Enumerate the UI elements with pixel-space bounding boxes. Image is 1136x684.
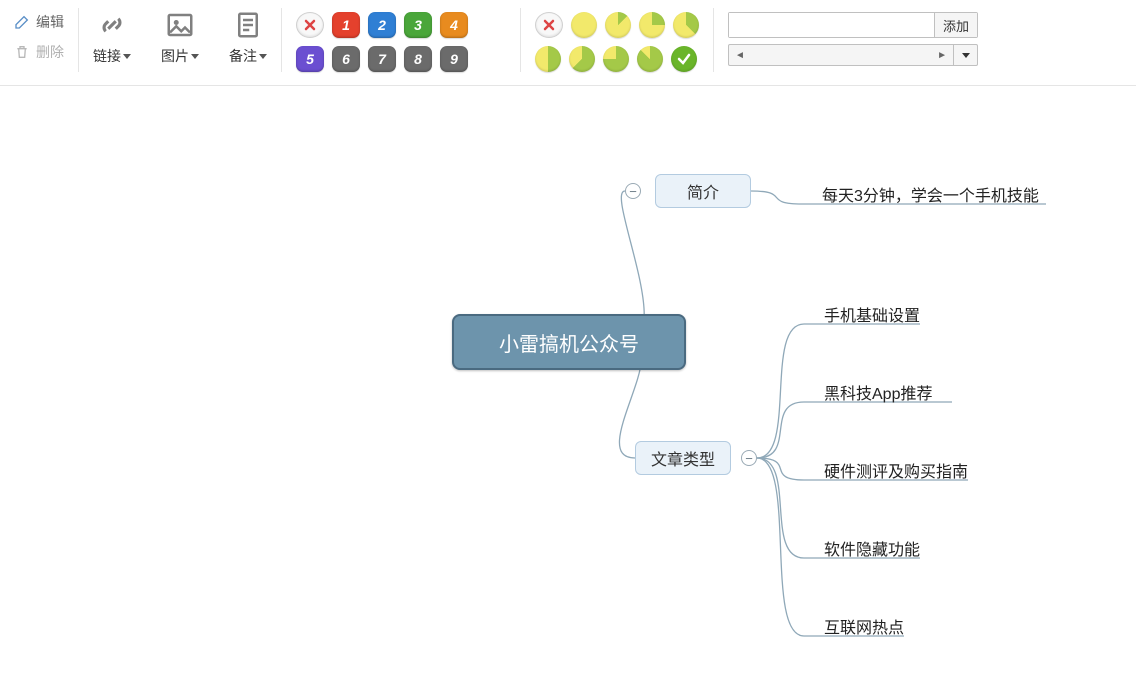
separator [281,8,282,72]
separator [78,8,79,72]
priority-6[interactable]: 6 [332,46,360,72]
progress-clear[interactable] [535,12,563,38]
leaf-node[interactable]: 软件隐藏功能 [824,536,920,560]
scroll-right-icon[interactable]: ► [937,50,947,61]
tag-add-button[interactable]: 添加 [934,13,977,37]
edit-button[interactable]: 编辑 [14,12,64,32]
tag-group: 添加 ◄ ► [728,12,978,66]
priority-3[interactable]: 3 [404,12,432,38]
chain-icon [97,10,127,40]
caret-icon [123,54,131,59]
topic-label: 文章类型 [651,446,715,470]
note-button[interactable]: 备注 [229,10,267,66]
tag-scroll[interactable]: ◄ ► [729,45,953,65]
tag-dropdown[interactable] [953,45,977,65]
separator [713,8,714,72]
leaf-node[interactable]: 手机基础设置 [824,302,920,326]
scroll-left-icon[interactable]: ◄ [735,50,745,61]
delete-button[interactable]: 删除 [14,42,64,62]
edit-delete-group: 编辑 删除 [14,12,64,62]
check-icon [677,52,691,66]
priority-7[interactable]: 7 [368,46,396,72]
x-icon [304,19,316,31]
topic-articles[interactable]: 文章类型 [635,441,731,475]
image-button[interactable]: 图片 [161,10,199,66]
progress-1[interactable] [605,12,631,38]
note-label: 备注 [229,46,257,66]
insert-group: 链接 图片 备注 [93,10,267,66]
priority-4[interactable]: 4 [440,12,468,38]
progress-0[interactable] [571,12,597,38]
progress-6[interactable] [603,46,629,72]
priority-8[interactable]: 8 [404,46,432,72]
priority-1[interactable]: 1 [332,12,360,38]
trash-icon [14,44,30,60]
delete-label: 删除 [36,42,64,62]
root-node[interactable]: 小雷搞机公众号 [452,314,686,370]
separator [520,8,521,72]
topic-intro[interactable]: 简介 [655,174,751,208]
progress-group [535,12,699,72]
progress-3[interactable] [673,12,699,38]
leaf-node[interactable]: 硬件测评及购买指南 [824,458,968,482]
progress-7[interactable] [637,46,663,72]
connectors [0,86,1136,684]
image-label: 图片 [161,46,189,66]
progress-2[interactable] [639,12,665,38]
edit-label: 编辑 [36,12,64,32]
tag-add-label: 添加 [943,16,969,35]
caret-icon [191,54,199,59]
mindmap-canvas[interactable]: 小雷搞机公众号 简介 − 每天3分钟，学会一个手机技能文章类型 − 手机基础设置黑科技A… [0,86,1136,684]
collapse-toggle[interactable]: − [741,450,757,466]
leaf-node[interactable]: 互联网热点 [824,614,904,638]
pencil-icon [14,14,30,30]
leaf-node[interactable]: 每天3分钟，学会一个手机技能 [822,182,1039,206]
topic-label: 简介 [687,179,719,203]
root-label: 小雷搞机公众号 [499,328,639,357]
link-label: 链接 [93,46,121,66]
toolbar: 编辑 删除 链接 图片 备注 1234 56789 [0,0,1136,86]
priority-clear[interactable] [296,12,324,38]
leaf-node[interactable]: 黑科技App推荐 [824,380,932,404]
caret-icon [962,53,970,58]
priority-9[interactable]: 9 [440,46,468,72]
priority-5[interactable]: 5 [296,46,324,72]
x-icon [543,19,555,31]
priority-group: 1234 56789 [296,12,506,72]
image-icon [165,10,195,40]
link-button[interactable]: 链接 [93,10,131,66]
priority-2[interactable]: 2 [368,12,396,38]
tag-input[interactable] [729,13,934,37]
progress-5[interactable] [569,46,595,72]
progress-4[interactable] [535,46,561,72]
progress-complete[interactable] [671,46,697,72]
note-icon [233,10,263,40]
collapse-toggle[interactable]: − [625,183,641,199]
caret-icon [259,54,267,59]
